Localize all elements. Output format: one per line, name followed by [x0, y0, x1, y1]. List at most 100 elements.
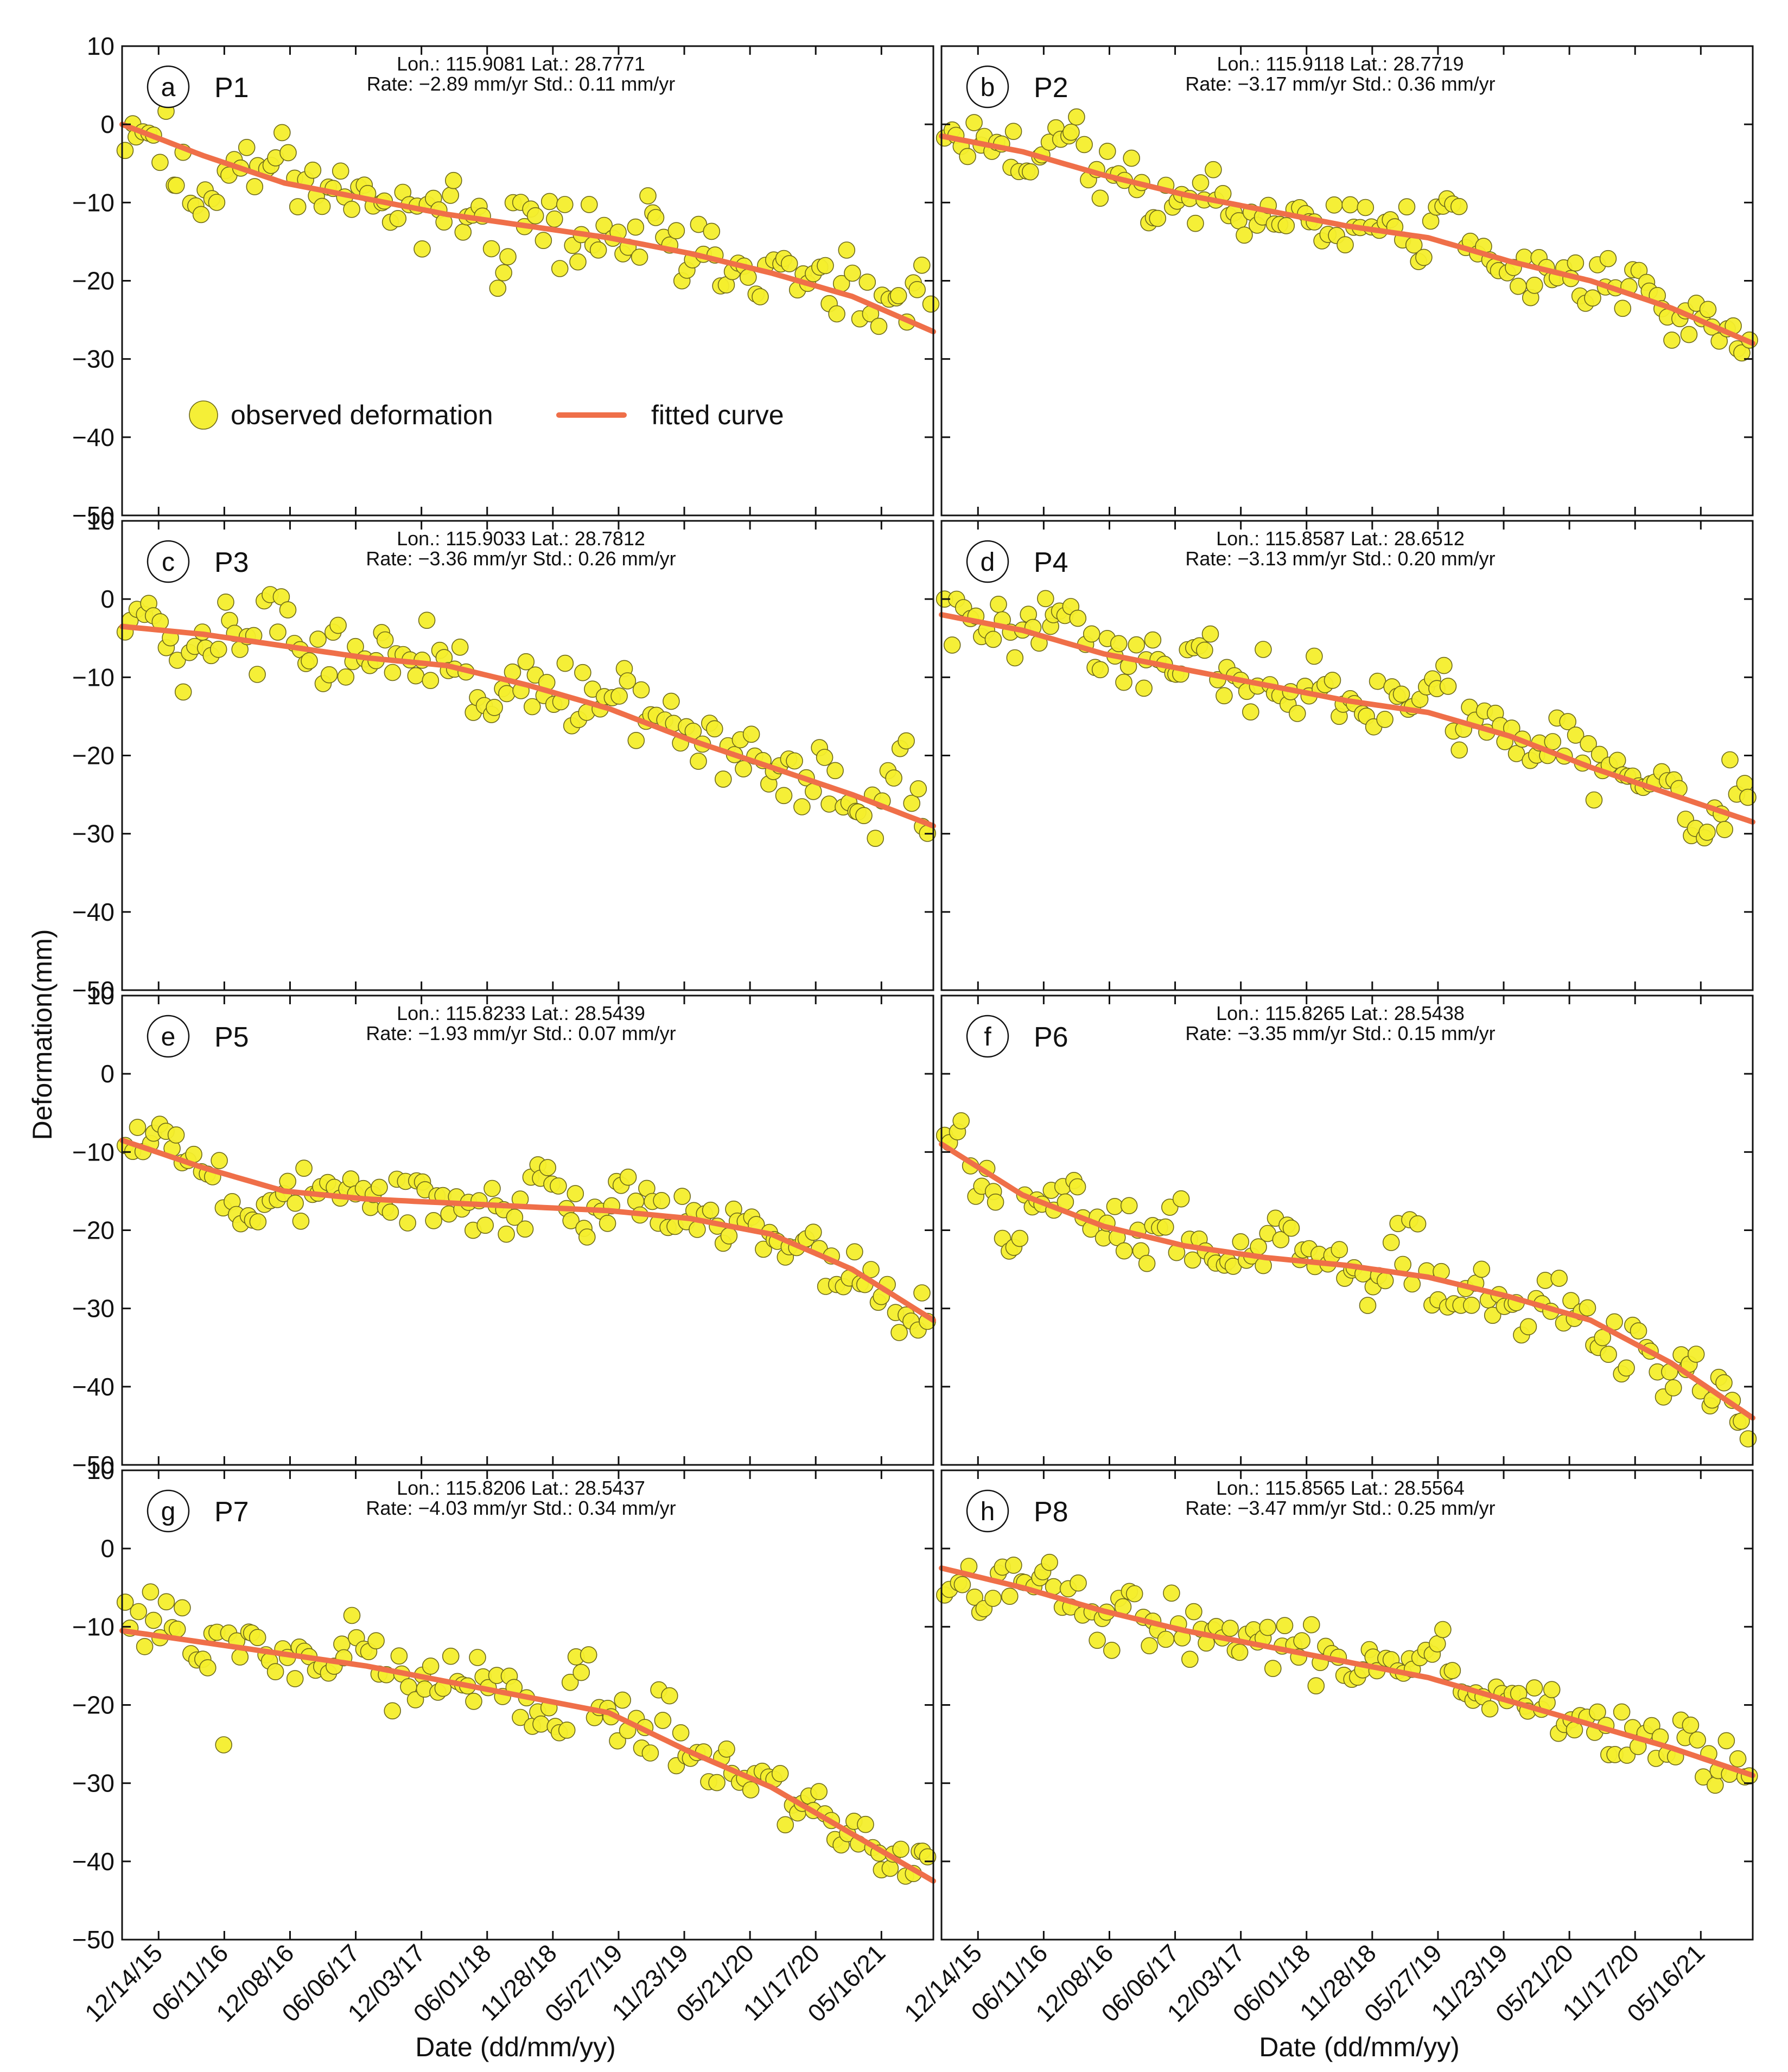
observed-point: [1264, 1660, 1282, 1677]
panel-letter-badge: [147, 540, 190, 583]
panel-a: 10 0 −10 −20 −30 −40 −50 a P1 Lon.: 115.9081 Lat.…: [72, 32, 940, 530]
observed-point: [1255, 641, 1272, 658]
observed-point: [1590, 745, 1608, 763]
observed-point: [1099, 143, 1116, 160]
observed-point: [1221, 1620, 1239, 1637]
observed-point: [1070, 1574, 1087, 1592]
panel-letter-badge: [966, 540, 1009, 583]
panel-letter-badge: [147, 1489, 190, 1533]
observed-point: [1707, 1776, 1724, 1794]
observed-point: [672, 1724, 690, 1742]
observed-point: [1236, 226, 1253, 244]
observed-point: [550, 1177, 567, 1195]
observed-point: [309, 630, 327, 648]
fitted-curve: [939, 1565, 1755, 1778]
observed-point: [215, 1736, 233, 1754]
observed-point: [1062, 123, 1080, 141]
panel-h: 12/14/1506/11/1612/08/1606/06/1712/03/17…: [899, 1469, 1758, 2028]
y-tick-label: 10: [87, 1456, 114, 1484]
observed-point: [489, 279, 507, 297]
observed-point: [663, 692, 680, 710]
observed-point: [775, 787, 793, 805]
observed-series: [936, 1553, 1758, 1794]
observed-point: [1205, 161, 1222, 178]
observed-point: [1277, 217, 1295, 234]
observed-point: [516, 1220, 534, 1238]
fitted-curve: [939, 1141, 1755, 1421]
observed-point: [898, 732, 915, 750]
observed-point: [1141, 1637, 1158, 1655]
observed-series: [116, 1583, 937, 1885]
observed-point: [567, 1185, 584, 1202]
observed-point: [614, 1691, 631, 1709]
y-tick-label: 0: [100, 110, 114, 138]
observed-point: [540, 193, 558, 211]
y-tick-label: 0: [100, 585, 114, 613]
observed-point: [589, 241, 607, 259]
observed-point: [289, 198, 307, 215]
observed-point: [389, 210, 407, 227]
x-axis-label-left: Date (dd/mm/yy): [415, 2032, 616, 2062]
observed-point: [1022, 163, 1039, 181]
observed-point: [1135, 679, 1153, 697]
observed-point: [1382, 1234, 1400, 1251]
observed-point: [1282, 1219, 1300, 1237]
observed-series: [936, 1112, 1757, 1448]
y-tick-label: −40: [72, 1373, 114, 1401]
observed-point: [367, 1632, 385, 1649]
observed-point: [1463, 1297, 1480, 1314]
observed-point: [418, 611, 436, 629]
observed-point: [1331, 1241, 1348, 1258]
observed-point: [913, 1284, 931, 1302]
observed-point: [1567, 254, 1585, 272]
y-tick-label: −40: [72, 898, 114, 926]
observed-point: [1110, 635, 1128, 653]
y-tick-label: 0: [100, 1534, 114, 1563]
observed-point: [1128, 636, 1145, 654]
point-id: P3: [214, 547, 249, 578]
observed-point: [1068, 108, 1085, 126]
observed-point: [885, 769, 902, 787]
rate-std-text: Rate: −3.13 mm/yr Std.: 0.20 mm/yr: [1185, 547, 1495, 570]
observed-point: [273, 124, 291, 142]
y-tick-label: 10: [87, 32, 114, 60]
y-tick-label: −10: [72, 188, 114, 216]
observed-point: [1392, 685, 1410, 703]
observed-point: [752, 288, 769, 305]
observed-point: [1434, 1621, 1452, 1639]
panel-letter-badge: [966, 1015, 1009, 1058]
observed-point: [483, 1180, 501, 1197]
observed-point: [1106, 1198, 1124, 1215]
rate-std-text: Rate: −4.03 mm/yr Std.: 0.34 mm/yr: [366, 1497, 676, 1519]
observed-point: [486, 699, 503, 716]
observed-point: [867, 830, 884, 847]
observed-point: [136, 1638, 154, 1655]
observed-point: [1005, 1557, 1022, 1574]
observed-point: [1272, 1231, 1290, 1248]
observed-point: [1303, 1616, 1320, 1634]
observed-point: [376, 631, 394, 649]
observed-point: [1439, 678, 1457, 695]
rate-std-text: Rate: −3.47 mm/yr Std.: 0.25 mm/yr: [1185, 1497, 1495, 1519]
observed-point: [708, 1774, 726, 1792]
observed-point: [1001, 1588, 1019, 1605]
observed-point: [168, 1621, 186, 1638]
observed-point: [673, 1188, 691, 1205]
observed-point: [1398, 198, 1416, 216]
observed-point: [1091, 189, 1109, 207]
point-id: P6: [1034, 1022, 1068, 1053]
observed-point: [1580, 735, 1597, 753]
fitted-curve: [119, 1137, 936, 1323]
observed-point: [116, 142, 134, 160]
y-tick-label: 0: [100, 1060, 114, 1088]
observed-point: [1149, 209, 1167, 227]
observed-point: [1739, 1430, 1757, 1448]
observed-point: [1484, 1306, 1501, 1324]
point-id: P2: [1034, 72, 1068, 104]
observed-point: [1614, 299, 1632, 317]
observed-point: [167, 176, 185, 194]
observed-point: [399, 1214, 417, 1232]
observed-point: [632, 681, 650, 699]
observed-point: [526, 207, 544, 225]
